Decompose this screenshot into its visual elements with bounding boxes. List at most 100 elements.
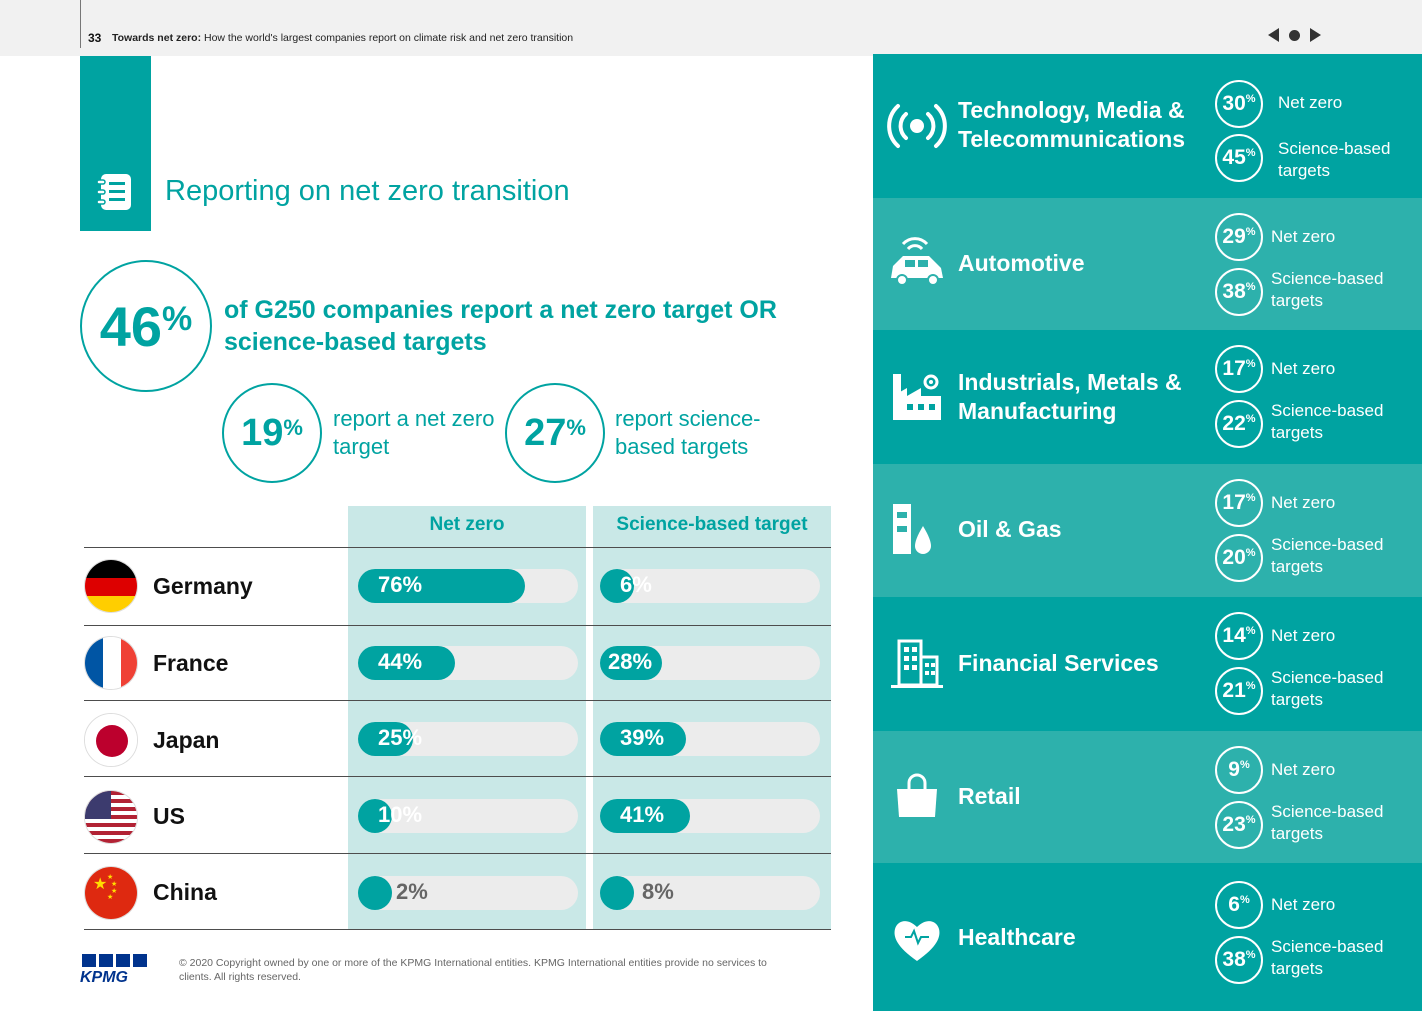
net-zero-pct-circle: 6% bbox=[1215, 881, 1263, 929]
sbt-pct: 45 bbox=[1222, 146, 1246, 169]
shopping-bag-icon bbox=[897, 773, 937, 817]
net-zero-label: Net zero bbox=[1278, 93, 1343, 112]
net-zero-bar-value: 10% bbox=[378, 802, 423, 827]
sector-row: Financial Services 14% Net zero 21% Scie… bbox=[873, 597, 1422, 731]
sbt-pct: 38 bbox=[1222, 280, 1246, 303]
sbt-label: Science-based targets bbox=[1271, 802, 1384, 843]
net-zero-pct-circle: 9% bbox=[1215, 746, 1263, 794]
net-zero-bar-value: 25% bbox=[378, 725, 423, 750]
sbt-bar-value: 39% bbox=[620, 725, 665, 750]
sbt-label: Science-based targets bbox=[1271, 668, 1384, 709]
next-page-icon[interactable] bbox=[1310, 28, 1321, 42]
pct-sign: % bbox=[1245, 547, 1256, 559]
svg-text:★: ★ bbox=[111, 880, 117, 888]
sbt-bar: 41% bbox=[600, 799, 820, 833]
pct-sign: % bbox=[1245, 814, 1256, 826]
headline-stat-value: 46 bbox=[99, 294, 163, 358]
header-divider bbox=[80, 0, 81, 48]
net-zero-bar-value: 76% bbox=[378, 572, 423, 597]
pct-sign: % bbox=[1245, 358, 1256, 370]
sector-panel: Technology, Media & Telecommunications 3… bbox=[873, 54, 1422, 1011]
svg-text:★: ★ bbox=[107, 893, 113, 901]
net-zero-bar-value: 2% bbox=[396, 879, 428, 904]
sbt-pct: 38 bbox=[1222, 948, 1246, 971]
copyright-text: © 2020 Copyright owned by one or more of… bbox=[179, 957, 767, 983]
sector-row: Retail 9% Net zero 23% Science-based tar… bbox=[873, 731, 1422, 863]
sbt-pct-circle: 38% bbox=[1215, 936, 1263, 984]
net-zero-label: Net zero bbox=[1271, 760, 1336, 779]
headline-stat-text: of G250 companies report a net zero targ… bbox=[224, 296, 777, 356]
pct-sign: % bbox=[1245, 625, 1256, 637]
sbt-pct: 23 bbox=[1222, 813, 1246, 836]
france-flag-icon bbox=[84, 636, 138, 690]
net-zero-pct: 14 bbox=[1222, 624, 1246, 647]
sbt-bar-fill bbox=[600, 569, 634, 603]
headline-stat-circle: 46% bbox=[80, 260, 212, 392]
sbt-pct-circle: 23% bbox=[1215, 801, 1263, 849]
country-label: China bbox=[153, 879, 217, 905]
sbt-column-header: Science-based target bbox=[616, 514, 808, 535]
net-zero-label: Net zero bbox=[1271, 227, 1336, 246]
sbt-bar-value: 6% bbox=[620, 572, 652, 597]
section-title: Reporting on net zero transition bbox=[165, 175, 570, 207]
sbt-bar-fill bbox=[600, 722, 686, 756]
svg-text:★: ★ bbox=[111, 887, 117, 895]
broadcast-icon bbox=[887, 104, 947, 148]
sbt-pct-circle: 22% bbox=[1215, 400, 1263, 448]
china-flag-icon: ★ ★ ★ ★ ★ bbox=[84, 866, 138, 920]
table-divider bbox=[84, 547, 831, 548]
sbt-pct: 21 bbox=[1222, 679, 1246, 702]
table-divider bbox=[84, 853, 831, 854]
sbt-label: Science-based targets bbox=[1271, 535, 1384, 576]
net-zero-pct: 29 bbox=[1222, 225, 1246, 248]
net-zero-bar-fill bbox=[358, 569, 526, 603]
sbt-stat-text: report science-based targets bbox=[615, 406, 761, 459]
net-zero-stat-unit: % bbox=[283, 415, 303, 440]
document-icon bbox=[96, 174, 131, 210]
headline-stat-unit: % bbox=[162, 300, 193, 338]
sector-row: Industrials, Metals & Manufacturing 17% … bbox=[873, 330, 1422, 464]
net-zero-stat-text: report a net zero target bbox=[333, 406, 495, 459]
car-icon bbox=[891, 237, 943, 286]
svg-text:★: ★ bbox=[93, 874, 107, 893]
sector-row: Oil & Gas 17% Net zero 20% Science-based… bbox=[873, 464, 1422, 597]
net-zero-pct: 6 bbox=[1228, 893, 1240, 916]
page-number: 33 bbox=[88, 31, 102, 45]
net-zero-bar-value: 44% bbox=[378, 649, 423, 674]
net-zero-bar-fill bbox=[358, 799, 392, 833]
net-zero-label: Net zero bbox=[1271, 626, 1336, 645]
country-label: US bbox=[153, 803, 185, 829]
table-divider bbox=[84, 929, 831, 930]
sbt-pct: 20 bbox=[1222, 546, 1246, 569]
table-divider bbox=[84, 776, 831, 777]
table-divider bbox=[84, 700, 831, 701]
top-bar: 33 Towards net zero: How the world's lar… bbox=[0, 0, 1422, 56]
net-zero-stat-value: 19 bbox=[241, 411, 284, 454]
sbt-pct-circle: 45% bbox=[1215, 134, 1263, 182]
home-dot-icon[interactable] bbox=[1289, 29, 1300, 41]
breadcrumb-bold: Towards net zero: bbox=[112, 32, 202, 44]
sbt-bar-fill bbox=[600, 646, 662, 680]
breadcrumb-rest: How the world's largest companies report… bbox=[201, 32, 574, 44]
us-flag-icon bbox=[84, 790, 138, 844]
kpmg-logo-text: KPMG bbox=[80, 969, 128, 984]
net-zero-label: Net zero bbox=[1271, 895, 1336, 914]
sbt-bar-value: 8% bbox=[642, 879, 674, 904]
sbt-pct-circle: 20% bbox=[1215, 534, 1263, 582]
table-divider bbox=[84, 625, 831, 626]
sbt-label: Science-based targets bbox=[1271, 269, 1384, 310]
sbt-bar: 8% bbox=[600, 876, 820, 910]
sector-name: Oil & Gas bbox=[958, 516, 1062, 542]
oil-gas-icon bbox=[893, 504, 931, 554]
previous-page-icon[interactable] bbox=[1268, 28, 1279, 42]
net-zero-pct: 17 bbox=[1222, 491, 1246, 514]
net-zero-bar: 76% bbox=[358, 569, 578, 603]
net-zero-label: Net zero bbox=[1271, 493, 1336, 512]
net-zero-pct-circle: 14% bbox=[1215, 612, 1263, 660]
sbt-pct-circle: 21% bbox=[1215, 667, 1263, 715]
net-zero-pct: 9 bbox=[1228, 758, 1240, 781]
sbt-bar-value: 41% bbox=[620, 802, 665, 827]
country-label: France bbox=[153, 650, 229, 676]
net-zero-pct-circle: 29% bbox=[1215, 213, 1263, 261]
germany-flag-icon bbox=[84, 559, 138, 613]
